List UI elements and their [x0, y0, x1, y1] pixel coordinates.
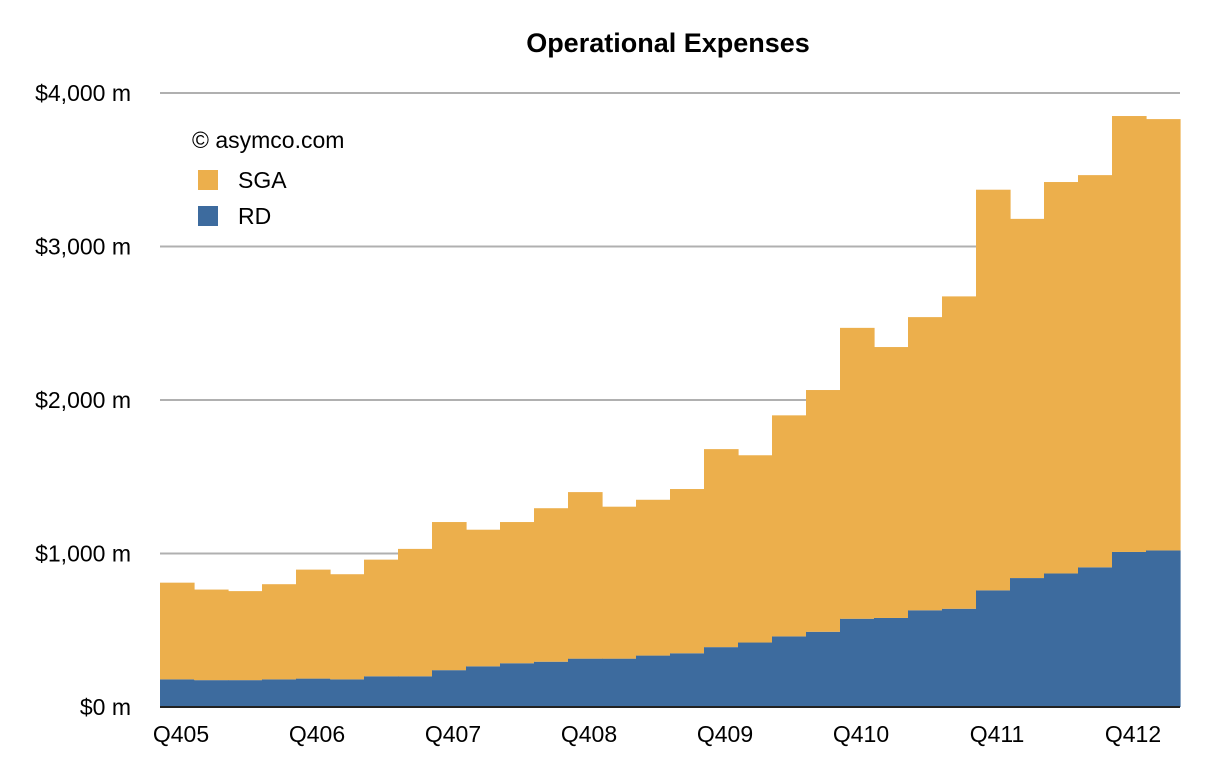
chart-title: Operational Expenses [526, 28, 810, 58]
bar-sga [534, 508, 569, 662]
bar-rd [296, 678, 331, 707]
bar-sga [976, 189, 1011, 591]
x-tick-label: Q405 [153, 721, 209, 747]
bar-rd [500, 663, 535, 707]
bar-rd [670, 653, 705, 707]
bar-sga [636, 499, 671, 656]
x-tick-label: Q411 [970, 721, 1025, 747]
bar-rd [1010, 578, 1045, 707]
bar-sga [160, 582, 195, 680]
bar-sga [908, 317, 943, 611]
legend-swatch-rd [198, 206, 218, 226]
legend-swatch-sga [198, 170, 218, 190]
x-tick-label: Q408 [561, 721, 617, 747]
bar-rd [840, 618, 875, 707]
bar-rd [1146, 550, 1181, 707]
bar-rd [262, 679, 297, 707]
bar-rd [1078, 567, 1113, 707]
bar-sga [942, 296, 977, 609]
bar-sga [194, 589, 229, 681]
bar-sga [806, 390, 841, 632]
bar-rd [704, 647, 739, 707]
copyright-annotation: © asymco.com [192, 127, 344, 153]
bar-sga [364, 559, 399, 677]
bar-sga [772, 415, 807, 637]
y-axis-ticks: $0 m $1,000 m $2,000 m $3,000 m $4,000 m [35, 80, 131, 720]
x-tick-label: Q412 [1105, 721, 1161, 747]
bar-sga [1146, 119, 1181, 551]
bar-sga [262, 584, 297, 680]
legend: © asymco.com SGA RD [192, 127, 344, 229]
bar-sga [1112, 116, 1147, 552]
bar-rd [228, 680, 263, 707]
bar-sga [1044, 182, 1079, 574]
bar-rd [602, 658, 637, 707]
bar-rd [874, 617, 909, 707]
bar-sga [296, 569, 331, 679]
bar-sga [500, 522, 535, 664]
x-tick-label: Q409 [697, 721, 753, 747]
bar-sga [568, 492, 603, 659]
bar-rd [1044, 573, 1079, 707]
x-tick-label: Q406 [289, 721, 345, 747]
bar-sga [602, 506, 637, 659]
legend-label-rd: RD [238, 203, 271, 229]
bar-rd [568, 658, 603, 707]
bar-rd [1112, 551, 1147, 707]
bar-sga [738, 455, 773, 643]
y-tick-label: $2,000 m [35, 387, 131, 413]
bar-sga [228, 591, 263, 681]
bar-sga [398, 548, 433, 677]
legend-label-sga: SGA [238, 167, 287, 193]
bar-rd [942, 608, 977, 707]
x-tick-label: Q407 [425, 721, 481, 747]
bar-rd [194, 680, 229, 707]
y-tick-label: $0 m [80, 694, 131, 720]
bar-sga [432, 522, 467, 671]
bar-rd [432, 670, 467, 707]
bar-sga [874, 347, 909, 618]
bar-rd [466, 666, 501, 707]
x-axis-ticks: Q405 Q406 Q407 Q408 Q409 Q410 Q411 Q412 [153, 721, 1161, 747]
bar-sga [670, 489, 705, 654]
bar-rd [364, 676, 399, 707]
bar-rd [976, 590, 1011, 707]
bar-sga [840, 327, 875, 619]
bar-sga [330, 574, 365, 680]
bar-rd [772, 636, 807, 707]
bar-rd [534, 661, 569, 707]
bar-rd [636, 655, 671, 707]
bar-rd [160, 679, 195, 707]
bar-sga [1010, 218, 1045, 579]
bar-rd [398, 676, 433, 707]
bar-rd [806, 631, 841, 707]
bar-rd [330, 679, 365, 707]
y-tick-label: $3,000 m [35, 234, 131, 260]
bar-sga [1078, 175, 1113, 568]
bar-sga [704, 449, 739, 648]
bar-rd [908, 610, 943, 707]
bar-sga [466, 529, 501, 667]
x-tick-label: Q410 [833, 721, 889, 747]
plot-area [160, 116, 1181, 707]
y-tick-label: $1,000 m [35, 541, 131, 567]
y-tick-label: $4,000 m [35, 80, 131, 106]
bar-rd [738, 642, 773, 707]
